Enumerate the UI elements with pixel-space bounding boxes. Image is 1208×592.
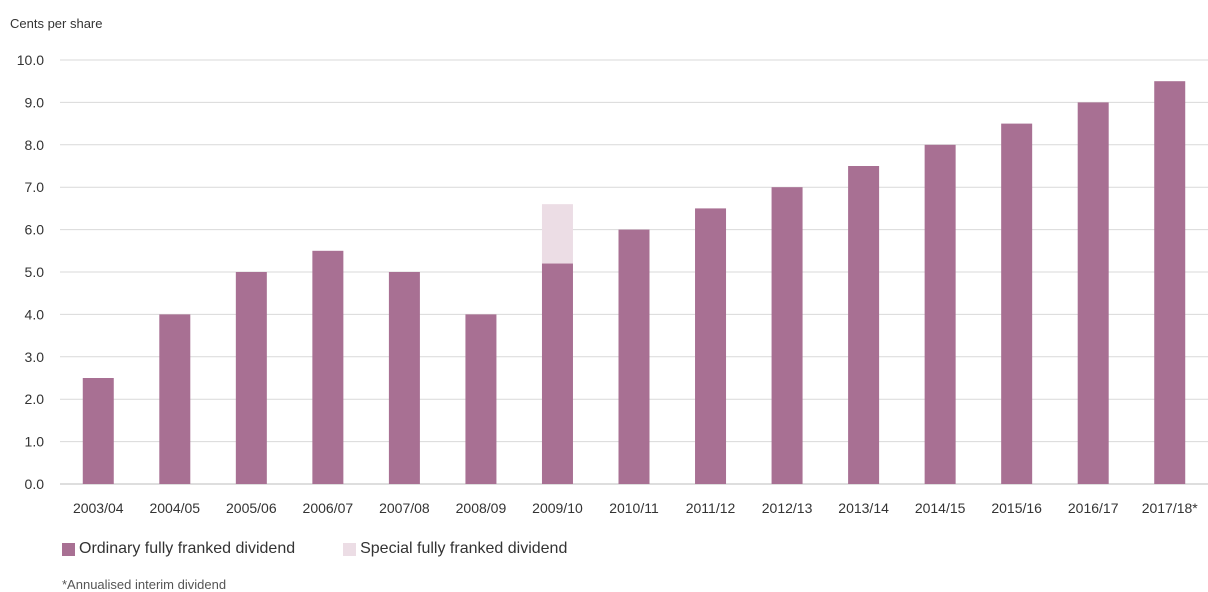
bar-ordinary (848, 166, 880, 484)
x-tick-label: 2011/12 (686, 500, 736, 516)
x-tick-label: 2008/09 (456, 500, 507, 516)
y-tick-label: 8.0 (25, 137, 45, 153)
bar-ordinary (695, 208, 727, 484)
x-tick-label: 2009/10 (532, 500, 583, 516)
bar-ordinary (924, 144, 956, 485)
footnote: *Annualised interim dividend (62, 577, 227, 592)
y-tick-label: 2.0 (25, 391, 45, 407)
bar-ordinary (312, 250, 344, 484)
legend-label-ordinary: Ordinary fully franked dividend (79, 540, 296, 557)
x-tick-label: 2003/04 (73, 500, 124, 516)
x-tick-label: 2015/16 (991, 500, 1042, 516)
x-tick-label: 2010/11 (609, 500, 659, 516)
x-tick-label: 2016/17 (1068, 500, 1119, 516)
x-tick-label: 2014/15 (915, 500, 966, 516)
bar-ordinary (618, 229, 650, 484)
bar-ordinary (465, 314, 497, 484)
y-tick-label: 4.0 (25, 306, 45, 322)
bar-ordinary (1001, 123, 1033, 484)
x-axis-ticks: 2003/04 2004/05 2005/06 2006/07 2007/08 2008/… (73, 500, 1198, 516)
dividend-bar-chart: Cents per share 0.0 1.0 2.0 3.0 4.0 5.0 6.0 7.0… (10, 16, 1208, 516)
y-tick-label: 5.0 (25, 264, 45, 280)
legend-item-special: Special fully franked dividend (343, 540, 567, 558)
bar-ordinary (159, 314, 191, 484)
legend-swatch-ordinary (62, 542, 75, 556)
y-tick-label: 6.0 (25, 222, 45, 238)
y-axis-ticks: 0.0 1.0 2.0 3.0 4.0 5.0 6.0 7.0 8.0 9.0 10.0 (17, 52, 44, 492)
x-tick-label: 2006/07 (303, 500, 354, 516)
y-tick-label: 7.0 (25, 179, 45, 195)
x-tick-label: 2012/13 (762, 500, 813, 516)
bar-special (541, 204, 573, 264)
bars (82, 81, 1186, 485)
y-axis-label: Cents per share (10, 16, 103, 31)
legend: Ordinary fully franked dividend Special … (62, 540, 615, 558)
x-tick-label: 2013/14 (838, 500, 889, 516)
bar-ordinary (388, 272, 420, 484)
y-tick-label: 9.0 (25, 94, 45, 110)
y-tick-label: 0.0 (25, 476, 45, 492)
x-tick-label: 2004/05 (149, 500, 200, 516)
bar-ordinary (235, 272, 267, 484)
y-tick-label: 1.0 (25, 434, 45, 450)
x-tick-label: 2005/06 (226, 500, 277, 516)
legend-swatch-special (343, 542, 357, 556)
x-tick-label: 2007/08 (379, 500, 430, 516)
y-tick-label: 3.0 (25, 349, 45, 365)
legend-label-special: Special fully franked dividend (360, 540, 568, 557)
bar-ordinary (1154, 81, 1186, 484)
bar-ordinary (82, 378, 114, 484)
y-tick-label: 10.0 (17, 52, 44, 68)
bar-ordinary (771, 187, 803, 484)
x-tick-label: 2017/18* (1142, 500, 1199, 516)
legend-item-ordinary: Ordinary fully franked dividend (62, 540, 295, 558)
bar-ordinary (1077, 102, 1109, 485)
bar-ordinary (541, 263, 573, 484)
